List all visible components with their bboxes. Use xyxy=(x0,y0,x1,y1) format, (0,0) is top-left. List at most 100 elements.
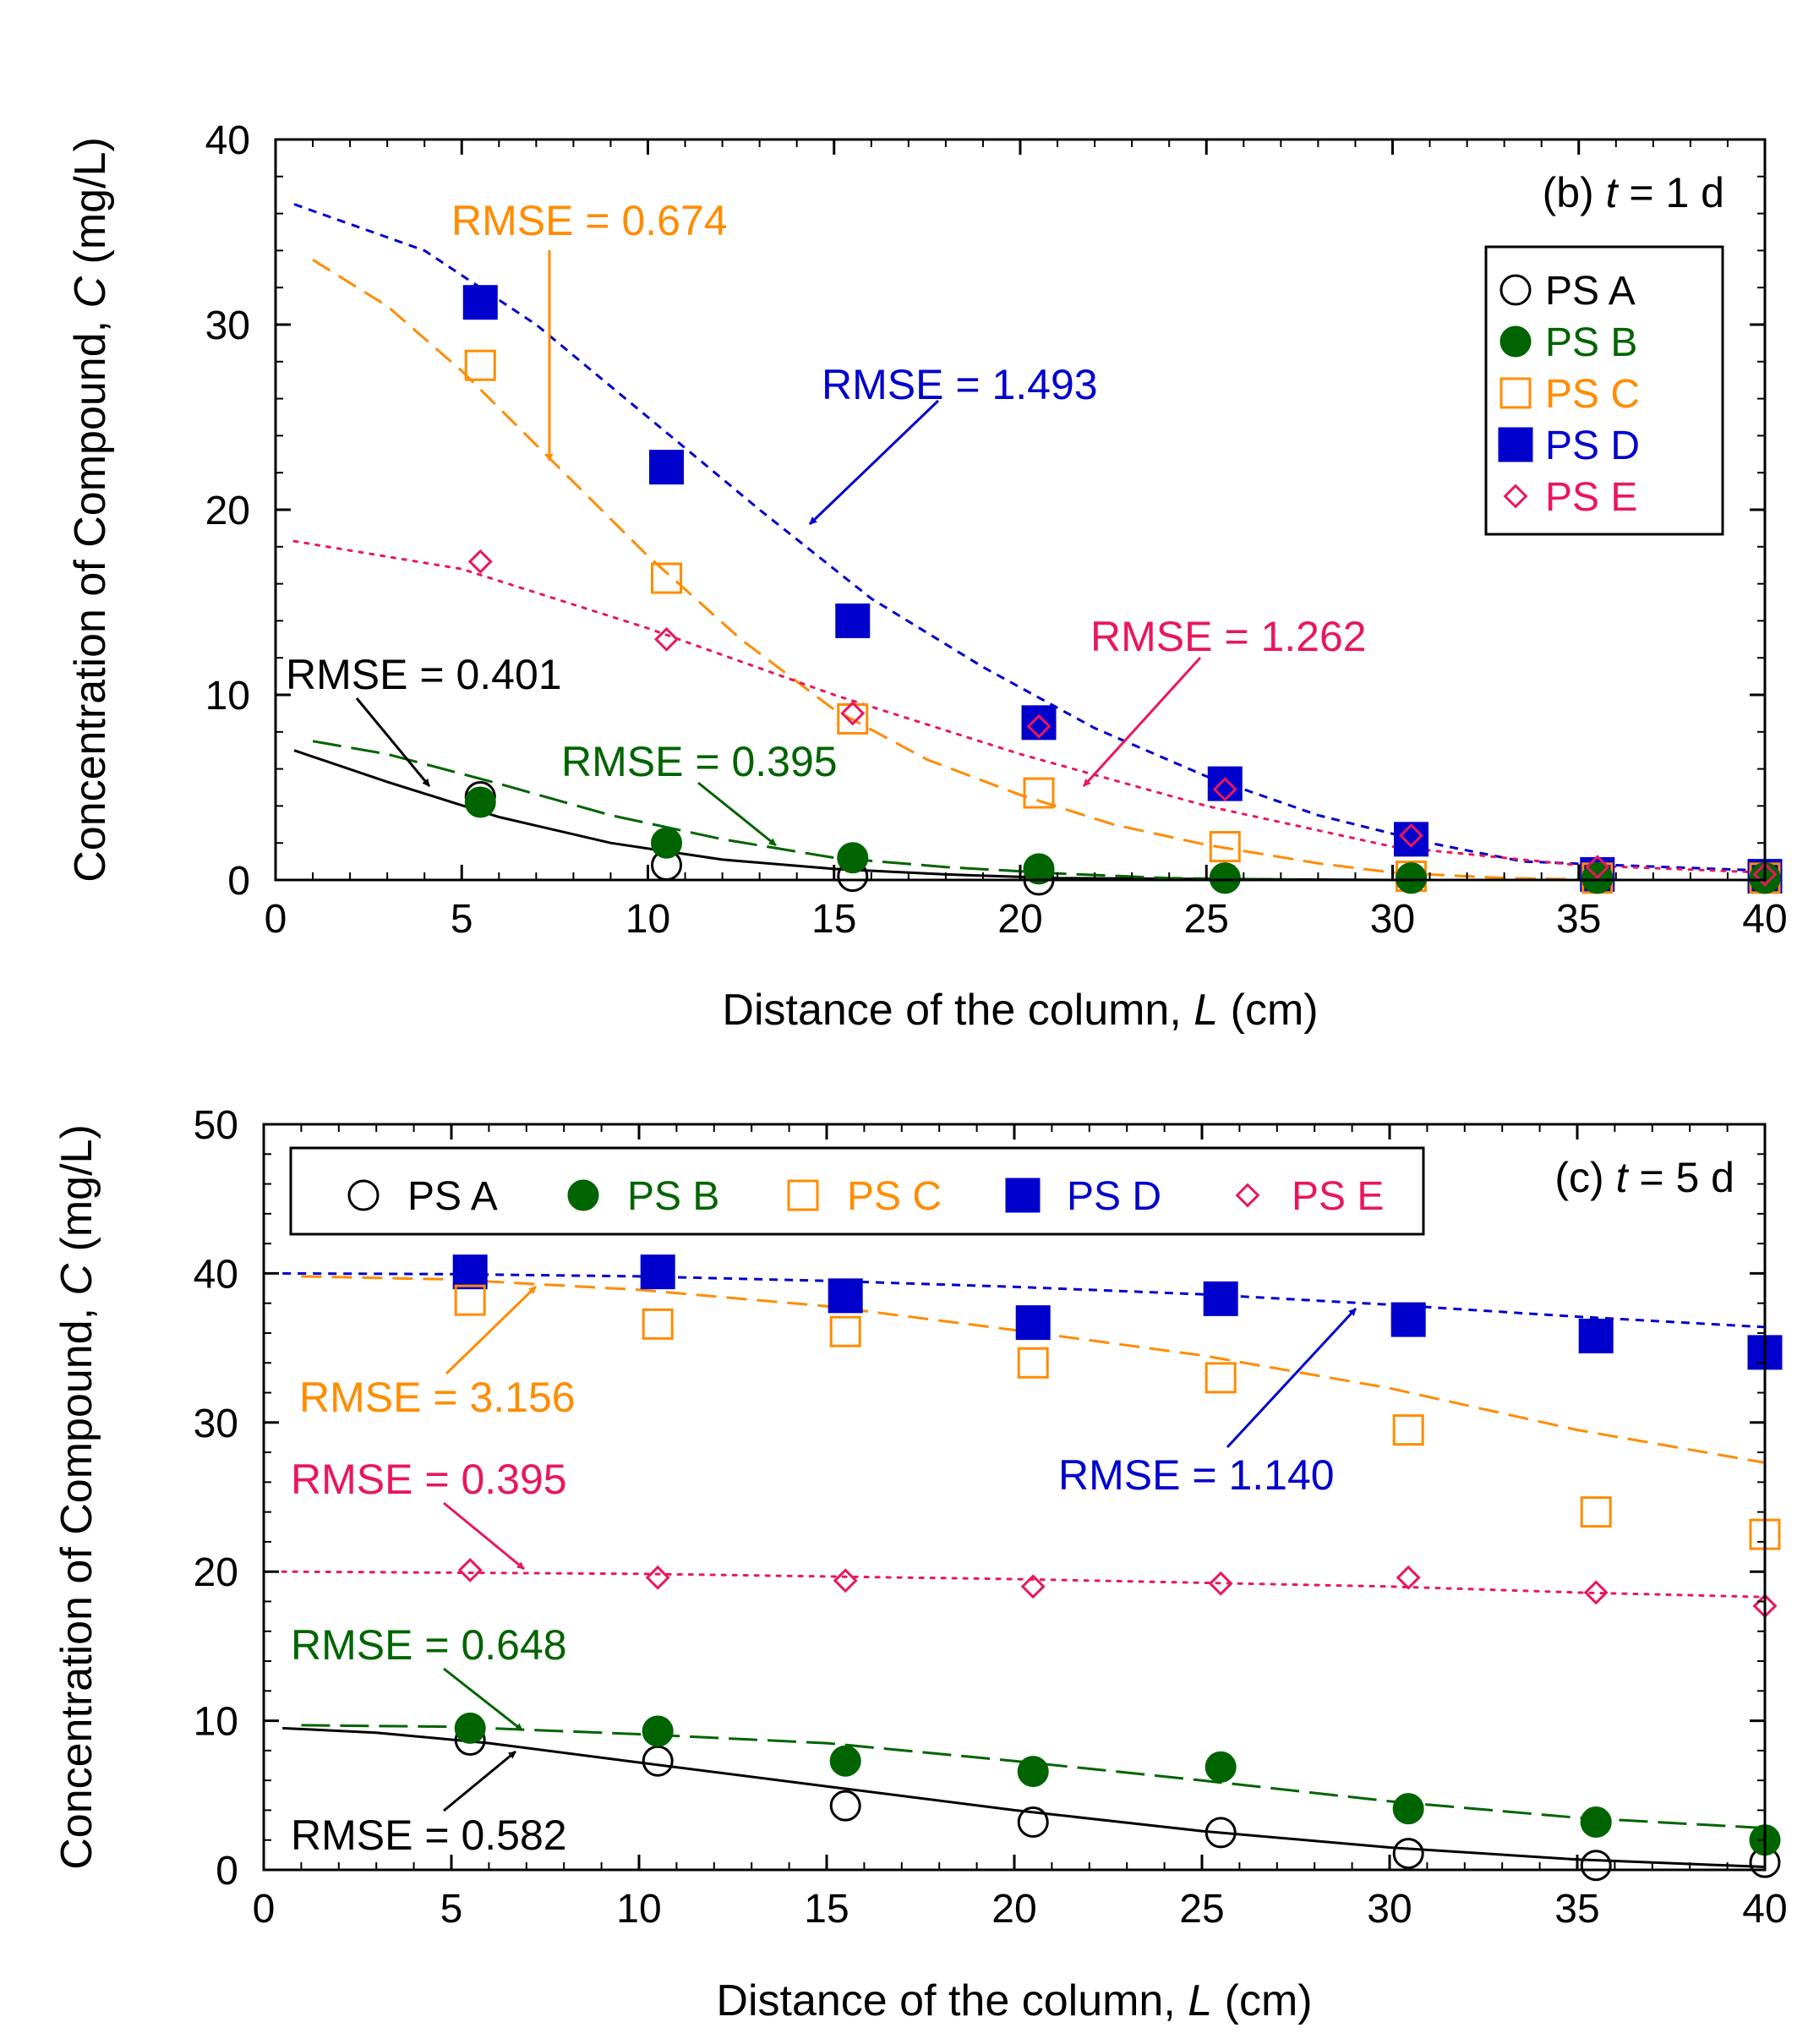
panel-c-point-ps-c xyxy=(829,1315,861,1347)
panel-b-legend-marker-ps-a xyxy=(1499,274,1532,306)
panel-c-title: (c) t = 5 d xyxy=(1554,1154,1734,1201)
panel-b-legend-label-ps-a: PS A xyxy=(1545,269,1636,314)
panel-c-y-tick-label: 40 xyxy=(194,1252,238,1297)
panel-b-point-ps-e xyxy=(1212,777,1237,802)
panel-c-legend-marker-ps-d xyxy=(1005,1178,1041,1213)
panel-b-x-axis-var: L xyxy=(1194,986,1218,1035)
panel-c-point-ps-b xyxy=(1204,1751,1237,1783)
panel-c-legend-label-ps-b: PS B xyxy=(627,1174,719,1219)
panel-c-point-ps-a xyxy=(642,1745,674,1777)
panel-b-legend-label-ps-e: PS E xyxy=(1545,475,1637,520)
panel-b-y-axis-label-text: Concentration of Compound, xyxy=(66,320,115,883)
panel-b-point-ps-e xyxy=(654,626,679,652)
annotation-c-psb-label: RMSE = 0.648 xyxy=(291,1621,567,1669)
panel-c-y-tick-label: 20 xyxy=(194,1550,238,1595)
annotation-b-psd-arrow xyxy=(808,399,940,526)
panel-b-legend-label-ps-b: PS B xyxy=(1545,320,1637,365)
panel-b-point-ps-b xyxy=(464,786,496,818)
panel-c-point-ps-a xyxy=(1204,1817,1237,1849)
panel-c-point-ps-a xyxy=(829,1790,861,1822)
panel-c-point-ps-c xyxy=(1204,1362,1237,1394)
panel-c-y-tick-label: 10 xyxy=(194,1700,238,1745)
panel-b-fit-line-ps-d xyxy=(293,203,1766,872)
panel-c-x-axis-label: Distance of the column, L (cm) xyxy=(716,1976,1312,2025)
panel-b-point-ps-b xyxy=(1209,862,1241,894)
panel-c-point-ps-b xyxy=(454,1712,486,1744)
panel-b-chart: 0 5 10 15 20 25 30 35 40 0 10 20 30 40 Distance of th… xyxy=(66,118,1788,1035)
panel-b-y-tick-label: 30 xyxy=(205,303,250,348)
panel-b-point-ps-d xyxy=(1207,766,1243,801)
panel-c-legend-marker-ps-e xyxy=(1235,1183,1260,1208)
panel-b-x-tick-label: 15 xyxy=(811,897,856,942)
panel-b-time-var: t xyxy=(1606,169,1620,216)
panel-c-point-ps-e xyxy=(1583,1580,1609,1605)
panel-b-point-ps-e xyxy=(467,549,493,574)
panel-b-y-tick-label: 10 xyxy=(205,674,250,719)
panel-c-x-tick-label: 40 xyxy=(1742,1887,1787,1932)
panel-c-fit-line-ps-c xyxy=(301,1275,1766,1464)
panel-b-point-ps-c xyxy=(464,349,496,381)
panel-c-x-axis-var: L xyxy=(1188,1976,1212,2025)
panel-c-point-ps-d xyxy=(1390,1302,1426,1337)
panel-c-point-ps-a xyxy=(1392,1838,1424,1870)
annotation-b-pse-label: RMSE = 1.262 xyxy=(1090,613,1367,660)
panel-c-x-tick-label: 25 xyxy=(1179,1887,1224,1932)
panel-b-y-tick-label: 0 xyxy=(227,859,250,904)
panel-c-x-tick-label: 0 xyxy=(253,1887,276,1932)
panel-b-x-axis-label: Distance of the column, L (cm) xyxy=(722,986,1318,1035)
panel-c-point-ps-d xyxy=(640,1254,675,1290)
annotation-b-psa-label: RMSE = 0.401 xyxy=(286,651,562,698)
panel-b-time-text: = 1 d xyxy=(1629,169,1724,216)
panel-b-x-tick-label: 5 xyxy=(451,897,473,942)
panel-b-y-axis-unit: (mg/L) xyxy=(66,137,115,264)
panel-b-x-tick-label: 30 xyxy=(1370,897,1415,942)
panel-c-point-ps-e xyxy=(1396,1565,1421,1590)
annotation-b-psb-arrow xyxy=(697,781,777,847)
panel-c-legend-label-ps-c: PS C xyxy=(847,1174,942,1219)
panel-b-point-ps-e xyxy=(1399,823,1423,848)
panel-b-x-axis-unit: (cm) xyxy=(1231,986,1319,1035)
panel-b-legend-box xyxy=(1484,245,1724,536)
panel-c-y-axis-label-text: Concentration of Compound, xyxy=(52,1308,101,1870)
panel-b-data-points xyxy=(462,285,1783,896)
panel-b-legend-label-ps-d: PS D xyxy=(1545,424,1640,468)
panel-c-y-tick-label: 0 xyxy=(216,1849,238,1894)
annotation-b-pse-arrow xyxy=(1082,656,1202,788)
panel-c-y-tick-label: 30 xyxy=(194,1402,238,1446)
panel-b-legend-marker-ps-c xyxy=(1499,377,1532,409)
panel-b-annotations: RMSE = 0.674 RMSE = 1.493 RMSE = 1.262 R… xyxy=(286,197,1367,847)
panel-b-x-tick-label: 10 xyxy=(625,897,670,942)
panel-c-point-ps-c xyxy=(1392,1414,1424,1446)
panel-c-point-ps-b xyxy=(1017,1756,1049,1788)
panel-c-point-ps-d xyxy=(452,1254,488,1290)
panel-c-legend-marker-ps-a xyxy=(347,1179,380,1211)
panel-b-point-ps-b xyxy=(1023,853,1055,885)
panel-b-point-ps-c xyxy=(1023,777,1055,809)
panel-b-point-ps-d xyxy=(649,450,685,485)
panel-b-point-ps-d xyxy=(462,285,498,320)
annotation-c-psa-arrow xyxy=(443,1750,516,1812)
panel-c-point-ps-b xyxy=(829,1745,861,1777)
panel-c-fit-line-ps-a xyxy=(282,1726,1766,1868)
panel-c-time-text: = 5 d xyxy=(1639,1154,1734,1201)
panel-b-point-ps-e xyxy=(840,701,866,726)
panel-c-legend-marker-ps-b xyxy=(567,1179,599,1211)
panel-c-point-ps-a xyxy=(1017,1806,1049,1839)
panel-c-annotations: RMSE = 3.156 RMSE = 1.140 RMSE = 0.395 R… xyxy=(291,1285,1357,1859)
panel-c-x-tick-label: 15 xyxy=(804,1887,849,1932)
panel-b-legend-label-ps-c: PS C xyxy=(1545,372,1640,417)
panel-b-point-ps-b xyxy=(837,842,869,874)
annotation-c-pse-arrow xyxy=(443,1501,525,1571)
panel-b-point-ps-d xyxy=(1021,705,1057,741)
panel-c-x-axis-label-text: Distance of the column, xyxy=(716,1976,1175,2025)
annotation-c-psc-label: RMSE = 3.156 xyxy=(299,1374,576,1421)
panel-c-time-var: t xyxy=(1616,1154,1630,1201)
panel-c-legend: PS A PS B PS C PS D PS E xyxy=(347,1174,1384,1219)
annotation-c-psc-arrow xyxy=(445,1285,538,1375)
panel-b-y-axis-var: C xyxy=(66,276,115,308)
panel-c-point-ps-d xyxy=(828,1278,863,1314)
panel-b-x-tick-label: 25 xyxy=(1184,897,1229,942)
panel-c-point-ps-e xyxy=(645,1565,670,1590)
panel-b-point-ps-d xyxy=(835,603,871,638)
panel-c-point-ps-b xyxy=(642,1715,674,1747)
